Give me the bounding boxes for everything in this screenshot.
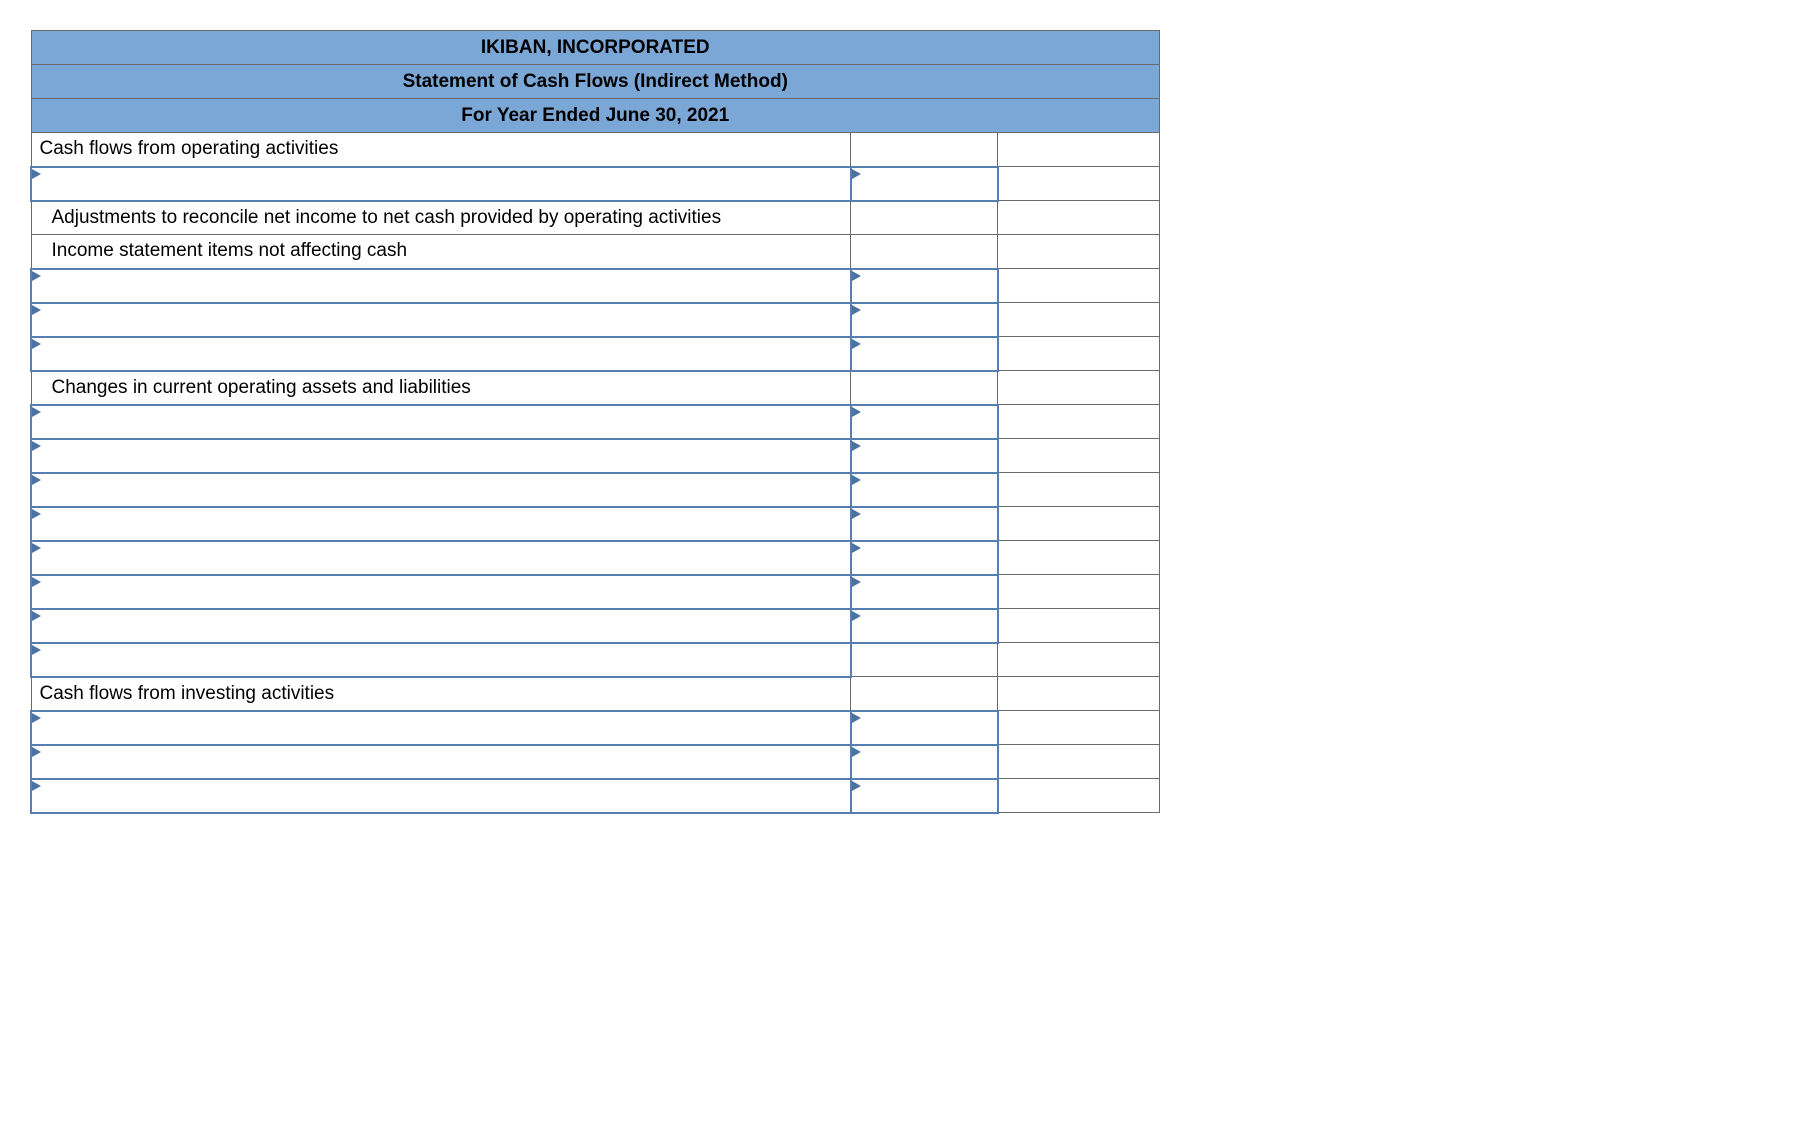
input-noncash-2-label[interactable] (31, 303, 851, 337)
cell (998, 371, 1160, 405)
cell (998, 405, 1160, 439)
cell (998, 337, 1160, 371)
input-change-7-amount[interactable] (851, 609, 998, 643)
input-change-1-amount[interactable] (851, 405, 998, 439)
input-change-7-label[interactable] (31, 609, 851, 643)
cell (998, 439, 1160, 473)
input-change-2-amount[interactable] (851, 439, 998, 473)
cell (998, 609, 1160, 643)
header-period: For Year Ended June 30, 2021 (31, 99, 1160, 133)
input-change-4-label[interactable] (31, 507, 851, 541)
row-label-adjustments: Adjustments to reconcile net income to n… (31, 201, 851, 235)
cell (998, 745, 1160, 779)
cell (998, 201, 1160, 235)
header-title: Statement of Cash Flows (Indirect Method… (31, 65, 1160, 99)
input-noncash-3-amount[interactable] (851, 337, 998, 371)
input-change-1-label[interactable] (31, 405, 851, 439)
cell (851, 235, 998, 269)
cell (998, 575, 1160, 609)
cell (998, 711, 1160, 745)
cell (851, 201, 998, 235)
cell (998, 473, 1160, 507)
input-change-3-amount[interactable] (851, 473, 998, 507)
cell (998, 269, 1160, 303)
cell (851, 677, 998, 711)
input-noncash-2-amount[interactable] (851, 303, 998, 337)
input-change-6-label[interactable] (31, 575, 851, 609)
cell (998, 303, 1160, 337)
input-investing-2-amount[interactable] (851, 745, 998, 779)
input-investing-3-amount[interactable] (851, 779, 998, 813)
cell (998, 167, 1160, 201)
row-label-noncash: Income statement items not affecting cas… (31, 235, 851, 269)
input-investing-1-label[interactable] (31, 711, 851, 745)
input-operating-subtotal-label[interactable] (31, 643, 851, 677)
cell (851, 133, 998, 167)
input-change-5-amount[interactable] (851, 541, 998, 575)
input-noncash-1-label[interactable] (31, 269, 851, 303)
input-noncash-1-amount[interactable] (851, 269, 998, 303)
row-label-investing: Cash flows from investing activities (31, 677, 851, 711)
input-net-income-amount[interactable] (851, 167, 998, 201)
cash-flow-statement-table: IKIBAN, INCORPORATED Statement of Cash F… (30, 30, 1160, 814)
cell (851, 371, 998, 405)
input-change-4-amount[interactable] (851, 507, 998, 541)
cell (998, 643, 1160, 677)
row-label-changes: Changes in current operating assets and … (31, 371, 851, 405)
input-change-3-label[interactable] (31, 473, 851, 507)
input-noncash-3-label[interactable] (31, 337, 851, 371)
cell (998, 133, 1160, 167)
header-company: IKIBAN, INCORPORATED (31, 31, 1160, 65)
cell (998, 235, 1160, 269)
cell (998, 779, 1160, 813)
input-change-2-label[interactable] (31, 439, 851, 473)
cell (998, 677, 1160, 711)
cell (851, 643, 998, 677)
cell (998, 541, 1160, 575)
input-change-6-amount[interactable] (851, 575, 998, 609)
input-investing-1-amount[interactable] (851, 711, 998, 745)
input-net-income-label[interactable] (31, 167, 851, 201)
input-investing-2-label[interactable] (31, 745, 851, 779)
input-investing-3-label[interactable] (31, 779, 851, 813)
input-change-5-label[interactable] (31, 541, 851, 575)
row-label-operating: Cash flows from operating activities (31, 133, 851, 167)
cell (998, 507, 1160, 541)
